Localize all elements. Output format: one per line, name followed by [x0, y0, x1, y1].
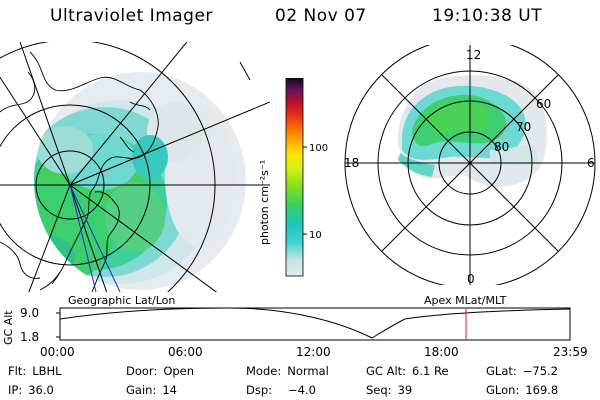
info-mode: Mode: Normal: [246, 364, 329, 378]
xtick-1200: 12:00: [296, 345, 331, 359]
xtick-2359: 23:59: [553, 345, 588, 359]
info-gc-alt: GC Alt: 6.1 Re: [366, 364, 449, 378]
mlt-label-6: 6: [587, 156, 595, 170]
info-seq: Seq: 39: [366, 383, 413, 397]
info-glat: GLat: −75.2: [486, 364, 558, 378]
altitude-plot: 9.0 1.8 GC Alt 00:00 06:00 12:00 18:00 2…: [2, 306, 588, 359]
info-ip: IP: 36.0: [8, 383, 54, 397]
ytick-1: 1.8: [20, 330, 39, 344]
mlat-label-80: 80: [494, 140, 509, 154]
altitude-curve: [59, 307, 571, 339]
info-filter: Flt: LBHL: [8, 364, 62, 378]
colorbar-tick-10: 10: [309, 230, 322, 241]
mlt-label-0: 0: [467, 272, 475, 285]
instrument-title: Ultraviolet Imager: [50, 6, 213, 26]
color-scale-bar: 100 10: [285, 78, 328, 277]
observation-date: 02 Nov 07: [275, 6, 367, 26]
xtick-1800: 18:00: [424, 345, 459, 359]
colorbar-unit-label: photon cm⁻²s⁻¹: [258, 159, 271, 245]
colorbar-tick-100: 100: [309, 143, 328, 154]
ytick-9: 9.0: [20, 306, 39, 320]
observation-time: 19:10:38 UT: [432, 6, 543, 26]
mlat-label-60: 60: [536, 97, 551, 111]
geographic-image: [0, 42, 270, 292]
info-gain: Gain: 14: [126, 383, 177, 397]
mlt-label-12: 12: [466, 48, 481, 62]
geographic-caption: Geographic Lat/Lon: [68, 294, 176, 307]
mlt-label-18: 18: [344, 156, 359, 170]
xtick-0000: 00:00: [40, 345, 75, 359]
xtick-0600: 06:00: [168, 345, 203, 359]
apex-caption: Apex MLat/MLT: [424, 294, 507, 307]
altitude-ylabel: GC Alt: [2, 310, 15, 345]
info-door: Door: Open: [126, 364, 195, 378]
info-dsp: Dsp: −4.0: [246, 383, 316, 397]
info-glon: GLon: 169.8: [486, 383, 559, 397]
colorbar-gradient: [285, 78, 304, 277]
mlat-label-70: 70: [516, 120, 531, 134]
magnetic-polar-plot: 12 0 18 6 60 70 80: [344, 45, 596, 285]
